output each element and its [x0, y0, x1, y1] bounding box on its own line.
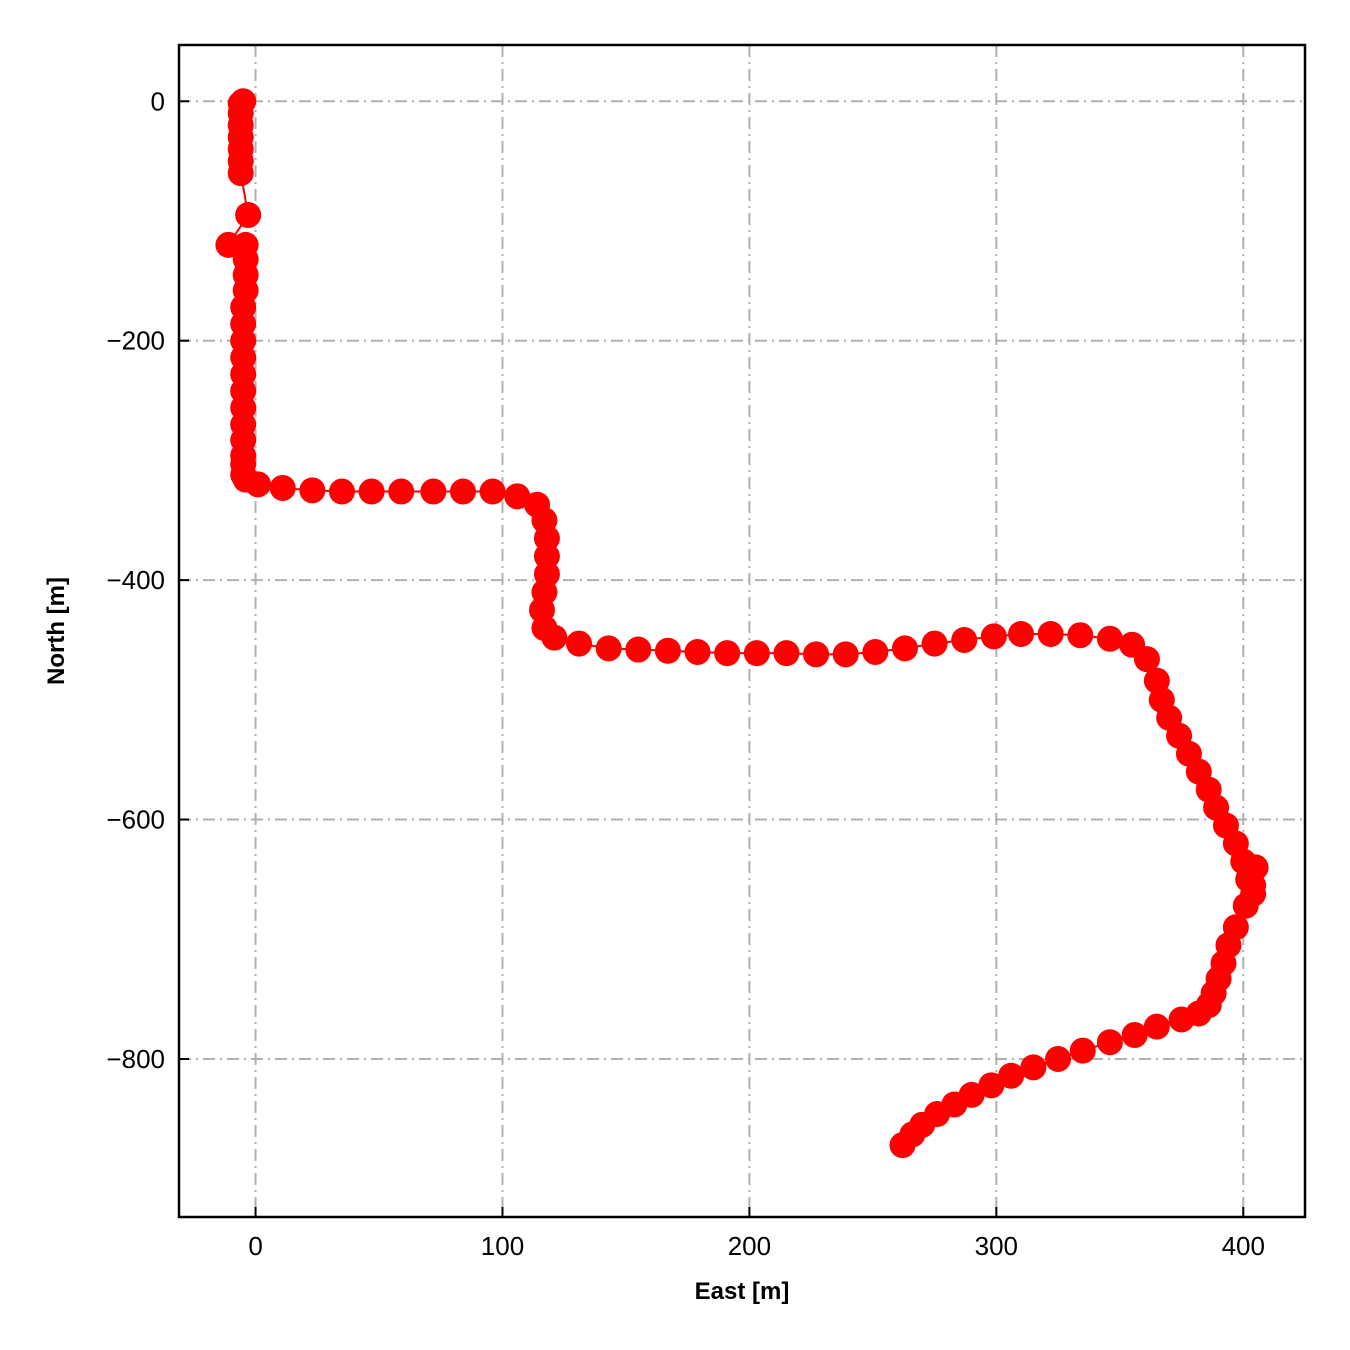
x-tick-label: 100	[481, 1231, 524, 1261]
data-point	[299, 477, 326, 504]
data-point	[1121, 1022, 1148, 1049]
data-point	[595, 635, 622, 662]
plot-frame	[177, 43, 1307, 1219]
data-point	[684, 638, 711, 665]
data-point	[1069, 1037, 1096, 1064]
data-point	[978, 1072, 1005, 1099]
data-point	[980, 623, 1007, 650]
data-point	[420, 478, 447, 505]
data-point	[479, 478, 506, 505]
data-point	[803, 641, 830, 668]
data-point	[328, 478, 355, 505]
data-point	[773, 640, 800, 667]
x-axis-ticks: 0 100 200 300 400	[248, 1207, 1265, 1261]
data-point	[533, 525, 560, 552]
data-series	[215, 88, 1269, 1159]
data-point	[541, 624, 568, 651]
data-point	[998, 1062, 1025, 1089]
data-point	[832, 641, 859, 668]
data-point	[1143, 1013, 1170, 1040]
data-point	[625, 636, 652, 663]
data-point	[245, 471, 272, 498]
data-point	[269, 474, 296, 501]
data-point	[891, 635, 918, 662]
data-point	[654, 637, 681, 664]
data-point	[921, 630, 948, 657]
x-tick-label: 300	[975, 1231, 1018, 1261]
data-point	[1096, 1029, 1123, 1056]
x-tick-label: 0	[248, 1231, 262, 1261]
data-point	[388, 478, 415, 505]
x-axis-title: East [m]	[695, 1278, 790, 1305]
data-point	[951, 626, 978, 653]
data-point	[1045, 1045, 1072, 1072]
y-tick-label: −200	[106, 326, 165, 356]
data-point	[235, 201, 262, 228]
data-point	[1096, 625, 1123, 652]
data-point	[1037, 620, 1064, 647]
data-point	[566, 630, 593, 657]
data-point	[1020, 1054, 1047, 1081]
y-axis-title: North [m]	[43, 577, 70, 685]
x-tick-label: 400	[1222, 1231, 1265, 1261]
y-tick-label: −600	[106, 805, 165, 835]
data-point	[714, 640, 741, 667]
data-point	[889, 1132, 916, 1159]
y-tick-label: 0	[151, 86, 165, 116]
data-point	[1168, 1006, 1195, 1033]
data-point	[743, 640, 770, 667]
data-point	[227, 160, 254, 187]
y-axis-ticks: 0 −200 −400 −600 −800	[106, 86, 189, 1074]
data-point	[1240, 872, 1267, 899]
data-point	[1008, 620, 1035, 647]
y-tick-label: −400	[106, 565, 165, 595]
data-point	[504, 483, 531, 510]
data-point	[358, 478, 385, 505]
data-point	[1232, 892, 1259, 919]
data-point	[449, 478, 476, 505]
x-tick-label: 200	[728, 1231, 771, 1261]
data-point	[1067, 622, 1094, 649]
data-point	[1133, 646, 1160, 673]
y-tick-label: −800	[106, 1044, 165, 1074]
data-point	[862, 638, 889, 665]
trajectory-line	[226, 100, 1257, 1146]
data-point	[533, 543, 560, 570]
